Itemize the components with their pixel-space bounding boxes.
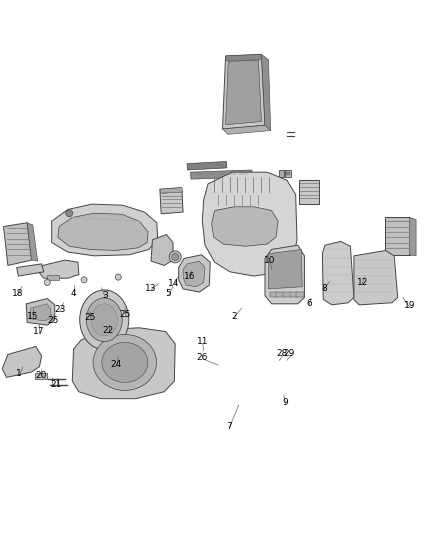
Circle shape <box>66 209 73 217</box>
Polygon shape <box>322 241 354 305</box>
Polygon shape <box>151 235 173 265</box>
Polygon shape <box>72 328 175 399</box>
Bar <box>285 170 291 177</box>
Polygon shape <box>4 223 32 265</box>
Circle shape <box>172 253 179 261</box>
Text: 6: 6 <box>306 300 312 308</box>
Polygon shape <box>202 172 297 276</box>
Text: 16: 16 <box>184 272 195 281</box>
Text: 19: 19 <box>404 302 415 310</box>
Polygon shape <box>30 304 51 321</box>
Text: 1: 1 <box>16 369 22 377</box>
Text: 5: 5 <box>166 289 172 298</box>
Text: 8: 8 <box>321 284 327 293</box>
Text: 25: 25 <box>84 313 95 322</box>
Text: 28: 28 <box>276 350 287 358</box>
Text: 20: 20 <box>35 371 47 379</box>
Text: 15: 15 <box>27 312 38 320</box>
Text: 11: 11 <box>197 337 208 346</box>
Bar <box>270 292 278 297</box>
Bar <box>279 170 284 177</box>
Polygon shape <box>410 217 416 256</box>
Circle shape <box>44 279 50 286</box>
Bar <box>296 292 304 297</box>
Ellipse shape <box>91 304 117 336</box>
Text: 2: 2 <box>232 312 237 320</box>
Polygon shape <box>223 54 265 129</box>
Bar <box>283 292 291 297</box>
Polygon shape <box>183 261 205 287</box>
Ellipse shape <box>102 342 148 383</box>
Circle shape <box>81 277 87 283</box>
Text: 9: 9 <box>283 399 289 407</box>
Text: 29: 29 <box>284 350 295 358</box>
Text: 3: 3 <box>102 292 108 300</box>
Text: 25: 25 <box>119 310 131 319</box>
Polygon shape <box>268 249 302 289</box>
Polygon shape <box>385 217 410 255</box>
Text: 23: 23 <box>54 305 65 313</box>
Bar <box>286 172 290 175</box>
Polygon shape <box>17 264 44 276</box>
Text: 13: 13 <box>145 285 157 293</box>
Text: 24: 24 <box>110 360 122 369</box>
Ellipse shape <box>86 298 122 342</box>
Bar <box>47 275 59 280</box>
Polygon shape <box>187 161 227 170</box>
Text: 10: 10 <box>264 256 276 264</box>
Polygon shape <box>179 255 210 292</box>
Text: 18: 18 <box>12 289 23 298</box>
Polygon shape <box>223 125 271 134</box>
Ellipse shape <box>93 335 156 390</box>
Text: 7: 7 <box>226 422 233 431</box>
Polygon shape <box>27 223 38 261</box>
Bar <box>290 292 297 297</box>
Polygon shape <box>261 54 271 131</box>
Circle shape <box>115 274 121 280</box>
Polygon shape <box>39 260 79 278</box>
Text: 22: 22 <box>102 326 113 335</box>
Text: 14: 14 <box>168 279 179 287</box>
Text: 12: 12 <box>357 278 368 287</box>
Polygon shape <box>265 245 304 304</box>
Text: 17: 17 <box>33 327 44 336</box>
Polygon shape <box>226 54 261 61</box>
Polygon shape <box>160 188 183 214</box>
Polygon shape <box>212 207 278 246</box>
Polygon shape <box>299 180 319 204</box>
Text: 25: 25 <box>47 316 58 325</box>
Text: 4: 4 <box>71 289 76 298</box>
Polygon shape <box>2 346 42 377</box>
Text: 21: 21 <box>50 381 62 389</box>
Circle shape <box>169 251 181 263</box>
Polygon shape <box>354 251 398 305</box>
Bar <box>276 292 284 297</box>
Polygon shape <box>52 204 158 256</box>
Text: 26: 26 <box>197 353 208 362</box>
Polygon shape <box>226 60 261 125</box>
Ellipse shape <box>80 290 129 350</box>
Polygon shape <box>26 298 55 325</box>
Polygon shape <box>191 170 252 179</box>
Bar <box>35 373 47 379</box>
Polygon shape <box>160 188 183 193</box>
Polygon shape <box>58 213 148 251</box>
